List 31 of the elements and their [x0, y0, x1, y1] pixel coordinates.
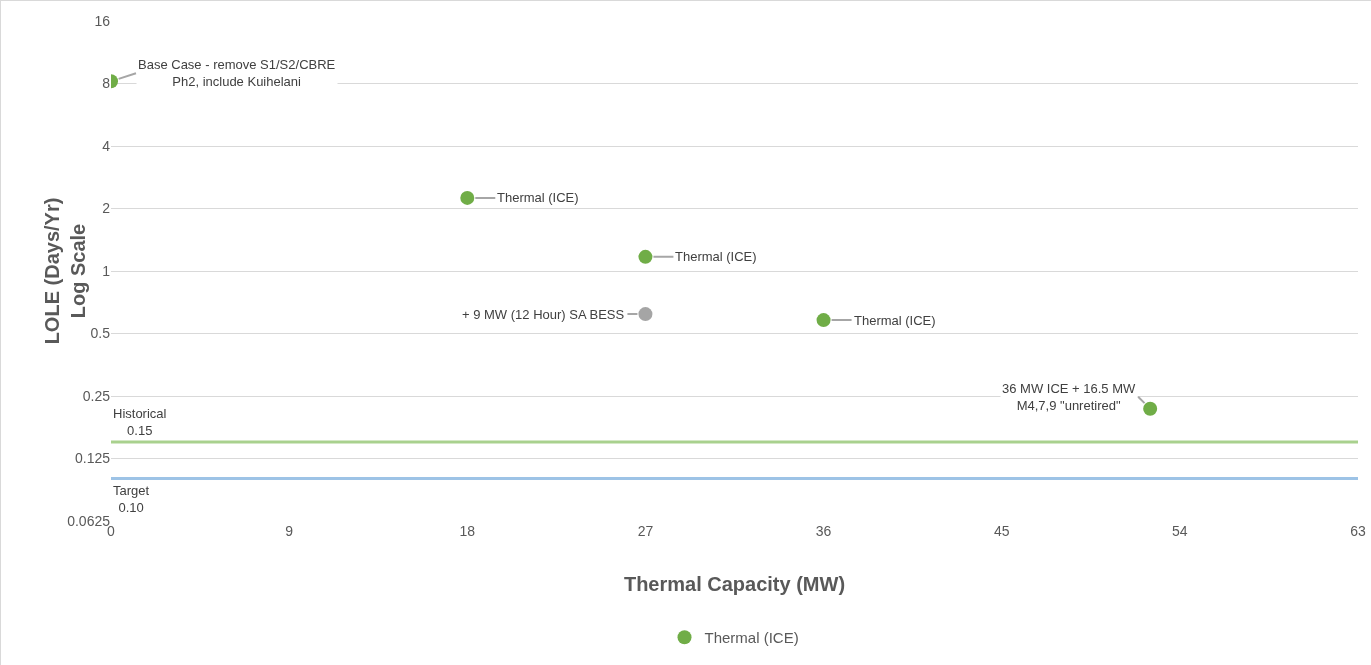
x-tick-label: 18: [459, 523, 476, 539]
point: [1143, 401, 1158, 416]
annotation: + 9 MW (12 Hour) SA BESS: [462, 307, 625, 322]
y-tick-label: 2: [102, 200, 111, 217]
x-axis-title: Thermal Capacity (MW): [623, 573, 846, 595]
x-tick-label: 54: [1172, 523, 1188, 539]
y-tick-label: 0.5: [90, 325, 111, 342]
point: [460, 190, 475, 205]
annotation: Base Case - remove S1/S2/CBRE Ph2, include Kuihelani: [138, 57, 336, 89]
annotation: Thermal (ICE): [854, 313, 936, 328]
x-tick-label: 27: [637, 523, 654, 539]
ref-line-label: Historical 0.15: [113, 406, 167, 438]
y-tick-label: 16: [94, 12, 111, 29]
x-tick-label: 36: [815, 523, 832, 539]
point: [638, 307, 653, 322]
point: [638, 249, 653, 264]
ref-line-label: Target 0.10: [113, 483, 150, 515]
legend-label: Thermal (ICE): [704, 629, 799, 647]
annotation: 36 MW ICE + 16.5 MW M4,7,9 "unretired": [1002, 381, 1137, 413]
x-tick-label: 9: [285, 523, 294, 539]
annotation: Thermal (ICE): [675, 249, 757, 264]
annotation: Thermal (ICE): [497, 190, 579, 205]
y-tick-label: 1: [102, 262, 111, 279]
x-tick-label: 45: [993, 523, 1010, 539]
y-tick-label: 0.125: [74, 450, 111, 467]
point: [816, 313, 831, 328]
y-axis-title: LOLE (Days/Yr) Log Scale: [40, 197, 89, 345]
y-tick-label: 8: [102, 75, 111, 92]
y-tick-label: 0.25: [82, 387, 111, 404]
x-tick-label: 63: [1350, 523, 1366, 539]
y-tick-label: 4: [102, 137, 111, 154]
